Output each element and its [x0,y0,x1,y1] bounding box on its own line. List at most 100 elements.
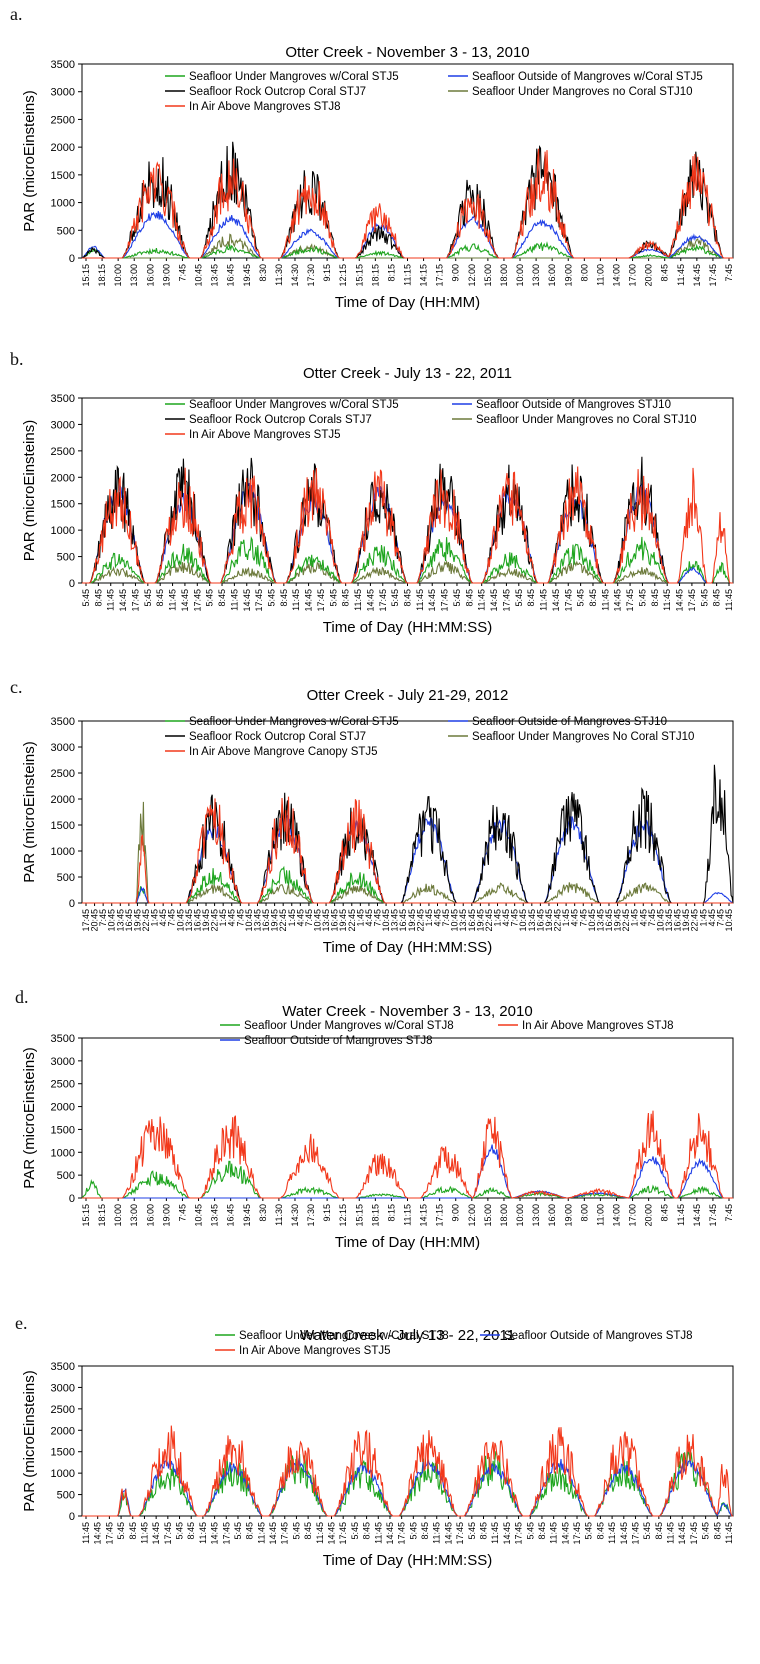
x-tick-label: 11:45 [539,589,549,611]
x-tick-label: 7:45 [304,909,314,927]
x-tick-label: 15:15 [354,264,364,287]
x-tick-label: 8:45 [526,589,536,607]
y-tick-label: 1000 [51,1468,75,1480]
x-tick-label: 1:45 [493,909,503,927]
x-tick-label: 7:45 [724,264,734,282]
x-tick-label: 5:45 [390,589,400,607]
panel-letter-d: d. [15,987,29,1007]
x-tick-label: 10:45 [587,909,597,932]
legend-entry: Seafloor Outside of Mangroves STJ8 [244,1035,433,1047]
x-tick-label: 8:45 [362,1522,372,1540]
x-tick-label: 17:45 [708,264,718,287]
x-tick-label: 8:45 [186,1522,196,1540]
x-tick-label: 13:00 [129,1204,139,1227]
x-tick-label: 13:00 [531,264,541,287]
x-tick-label: 1:45 [218,909,228,927]
legend-entry: Seafloor Under Mangroves No Coral STJ10 [472,731,694,743]
y-tick-label: 3000 [51,1382,75,1394]
x-tick-label: 10:00 [113,1204,123,1227]
x-tick-label: 17:45 [280,1522,290,1545]
x-tick-label: 13:45 [115,909,125,932]
x-tick-label: 14:45 [560,1522,570,1545]
x-tick-label: 14:45 [677,1522,687,1545]
x-tick-label: 10:45 [655,909,665,932]
plot-frame [81,1365,734,1517]
plot-frame [81,720,734,904]
legend-entry: Seafloor Under Mangroves no Coral STJ10 [476,414,697,426]
y-tick-label: 1500 [51,820,75,832]
y-tick-label: 3000 [51,419,75,431]
x-tick-label: 14:45 [93,1522,103,1545]
y-tick-label: 1000 [51,198,75,210]
series-line-red [82,1425,733,1517]
x-tick-label: 19:45 [681,909,691,932]
y-tick-label: 2500 [51,768,75,780]
x-tick-label: 10:45 [312,909,322,932]
x-tick-label: 16:45 [192,909,202,932]
y-tick-label: 3000 [51,1056,75,1068]
x-tick-label: 19:45 [475,909,485,932]
x-tick-label: 8:45 [595,1522,605,1540]
x-tick-label: 12:15 [338,264,348,287]
x-tick-label: 17:15 [435,1204,445,1227]
x-tick-label: 13:45 [664,909,674,932]
x-tick-label: 20:45 [90,909,100,932]
y-tick-label: 3500 [51,393,75,405]
legend-entry: Seafloor Rock Outcrop Coral STJ7 [189,731,366,743]
x-tick-label: 8:00 [579,1204,589,1222]
x-tick-label: 1:45 [355,909,365,927]
x-tick-label: 8:15 [386,264,396,282]
x-tick-label: 10:45 [381,909,391,932]
x-tick-label: 7:45 [167,909,177,927]
x-tick-label: 13:00 [129,264,139,287]
chart-a: Otter Creek - November 3 - 13, 2010 0 500 1… [21,44,734,311]
x-tick-label: 8:45 [588,589,598,607]
x-tick-label: 13:45 [321,909,331,932]
x-tick-label: 12:00 [467,1204,477,1227]
x-tick-label: 17:45 [254,589,264,612]
x-tick-label: 17:45 [81,909,91,932]
x-tick-label: 17:45 [192,589,202,612]
x-tick-label: 11:45 [168,589,178,611]
x-tick-label: 16:45 [124,909,134,932]
x-tick-label: 17:45 [104,1522,114,1545]
x-tick-label: 11:45 [81,1522,91,1544]
x-tick-label: 9:15 [322,264,332,282]
chart-e: Water Creek - July 13 - 22, 2011 0 500 1000… [21,1327,734,1569]
x-tick-label: 17:45 [440,589,450,612]
x-tick-label: 19:45 [270,909,280,932]
chart-b: Otter Creek - July 13 - 22, 2011 0 500 1000… [21,365,734,636]
x-tick-label: 10:00 [113,264,123,287]
x-tick-label: 17:45 [130,589,140,612]
x-tick-label: 11:45 [607,1522,617,1544]
x-tick-label: 5:45 [467,1522,477,1540]
x-tick-label: 17:45 [563,589,573,612]
y-axis-label: PAR (microEinsteins) [21,1370,38,1511]
x-tick-label: 16:00 [547,1204,557,1227]
x-tick-label: 11:45 [666,1522,676,1544]
x-tick-label: 14:45 [180,589,190,612]
chart-title: Otter Creek - July 21-29, 2012 [307,687,509,704]
x-tick-label: 22:45 [278,909,288,932]
x-tick-label: 8:45 [660,1204,670,1222]
x-tick-label: 11:15 [403,1204,413,1226]
x-tick-label: 7:45 [715,909,725,927]
series-line-blue [82,814,734,904]
x-tick-label: 8:45 [155,589,165,607]
y-tick-label: 0 [69,253,75,265]
x-tick-label: 13:45 [210,264,220,287]
panel-letter-a: a. [10,4,23,24]
x-tick-label: 1:45 [424,909,434,927]
x-tick-label: 1:45 [150,909,160,927]
x-tick-label: 17:45 [689,1522,699,1545]
y-tick-label: 1500 [51,170,75,182]
x-tick-label: 9:00 [451,264,461,282]
x-tick-label: 13:45 [184,909,194,932]
x-tick-label: 14:45 [692,264,702,287]
x-tick-label: 11:45 [229,589,239,611]
x-tick-label: 4:45 [158,909,168,927]
x-tick-label: 10:45 [107,909,117,932]
chart-title: Water Creek - November 3 - 13, 2010 [282,1003,532,1020]
y-tick-label: 1000 [51,1147,75,1159]
x-tick-label: 14:30 [290,264,300,287]
